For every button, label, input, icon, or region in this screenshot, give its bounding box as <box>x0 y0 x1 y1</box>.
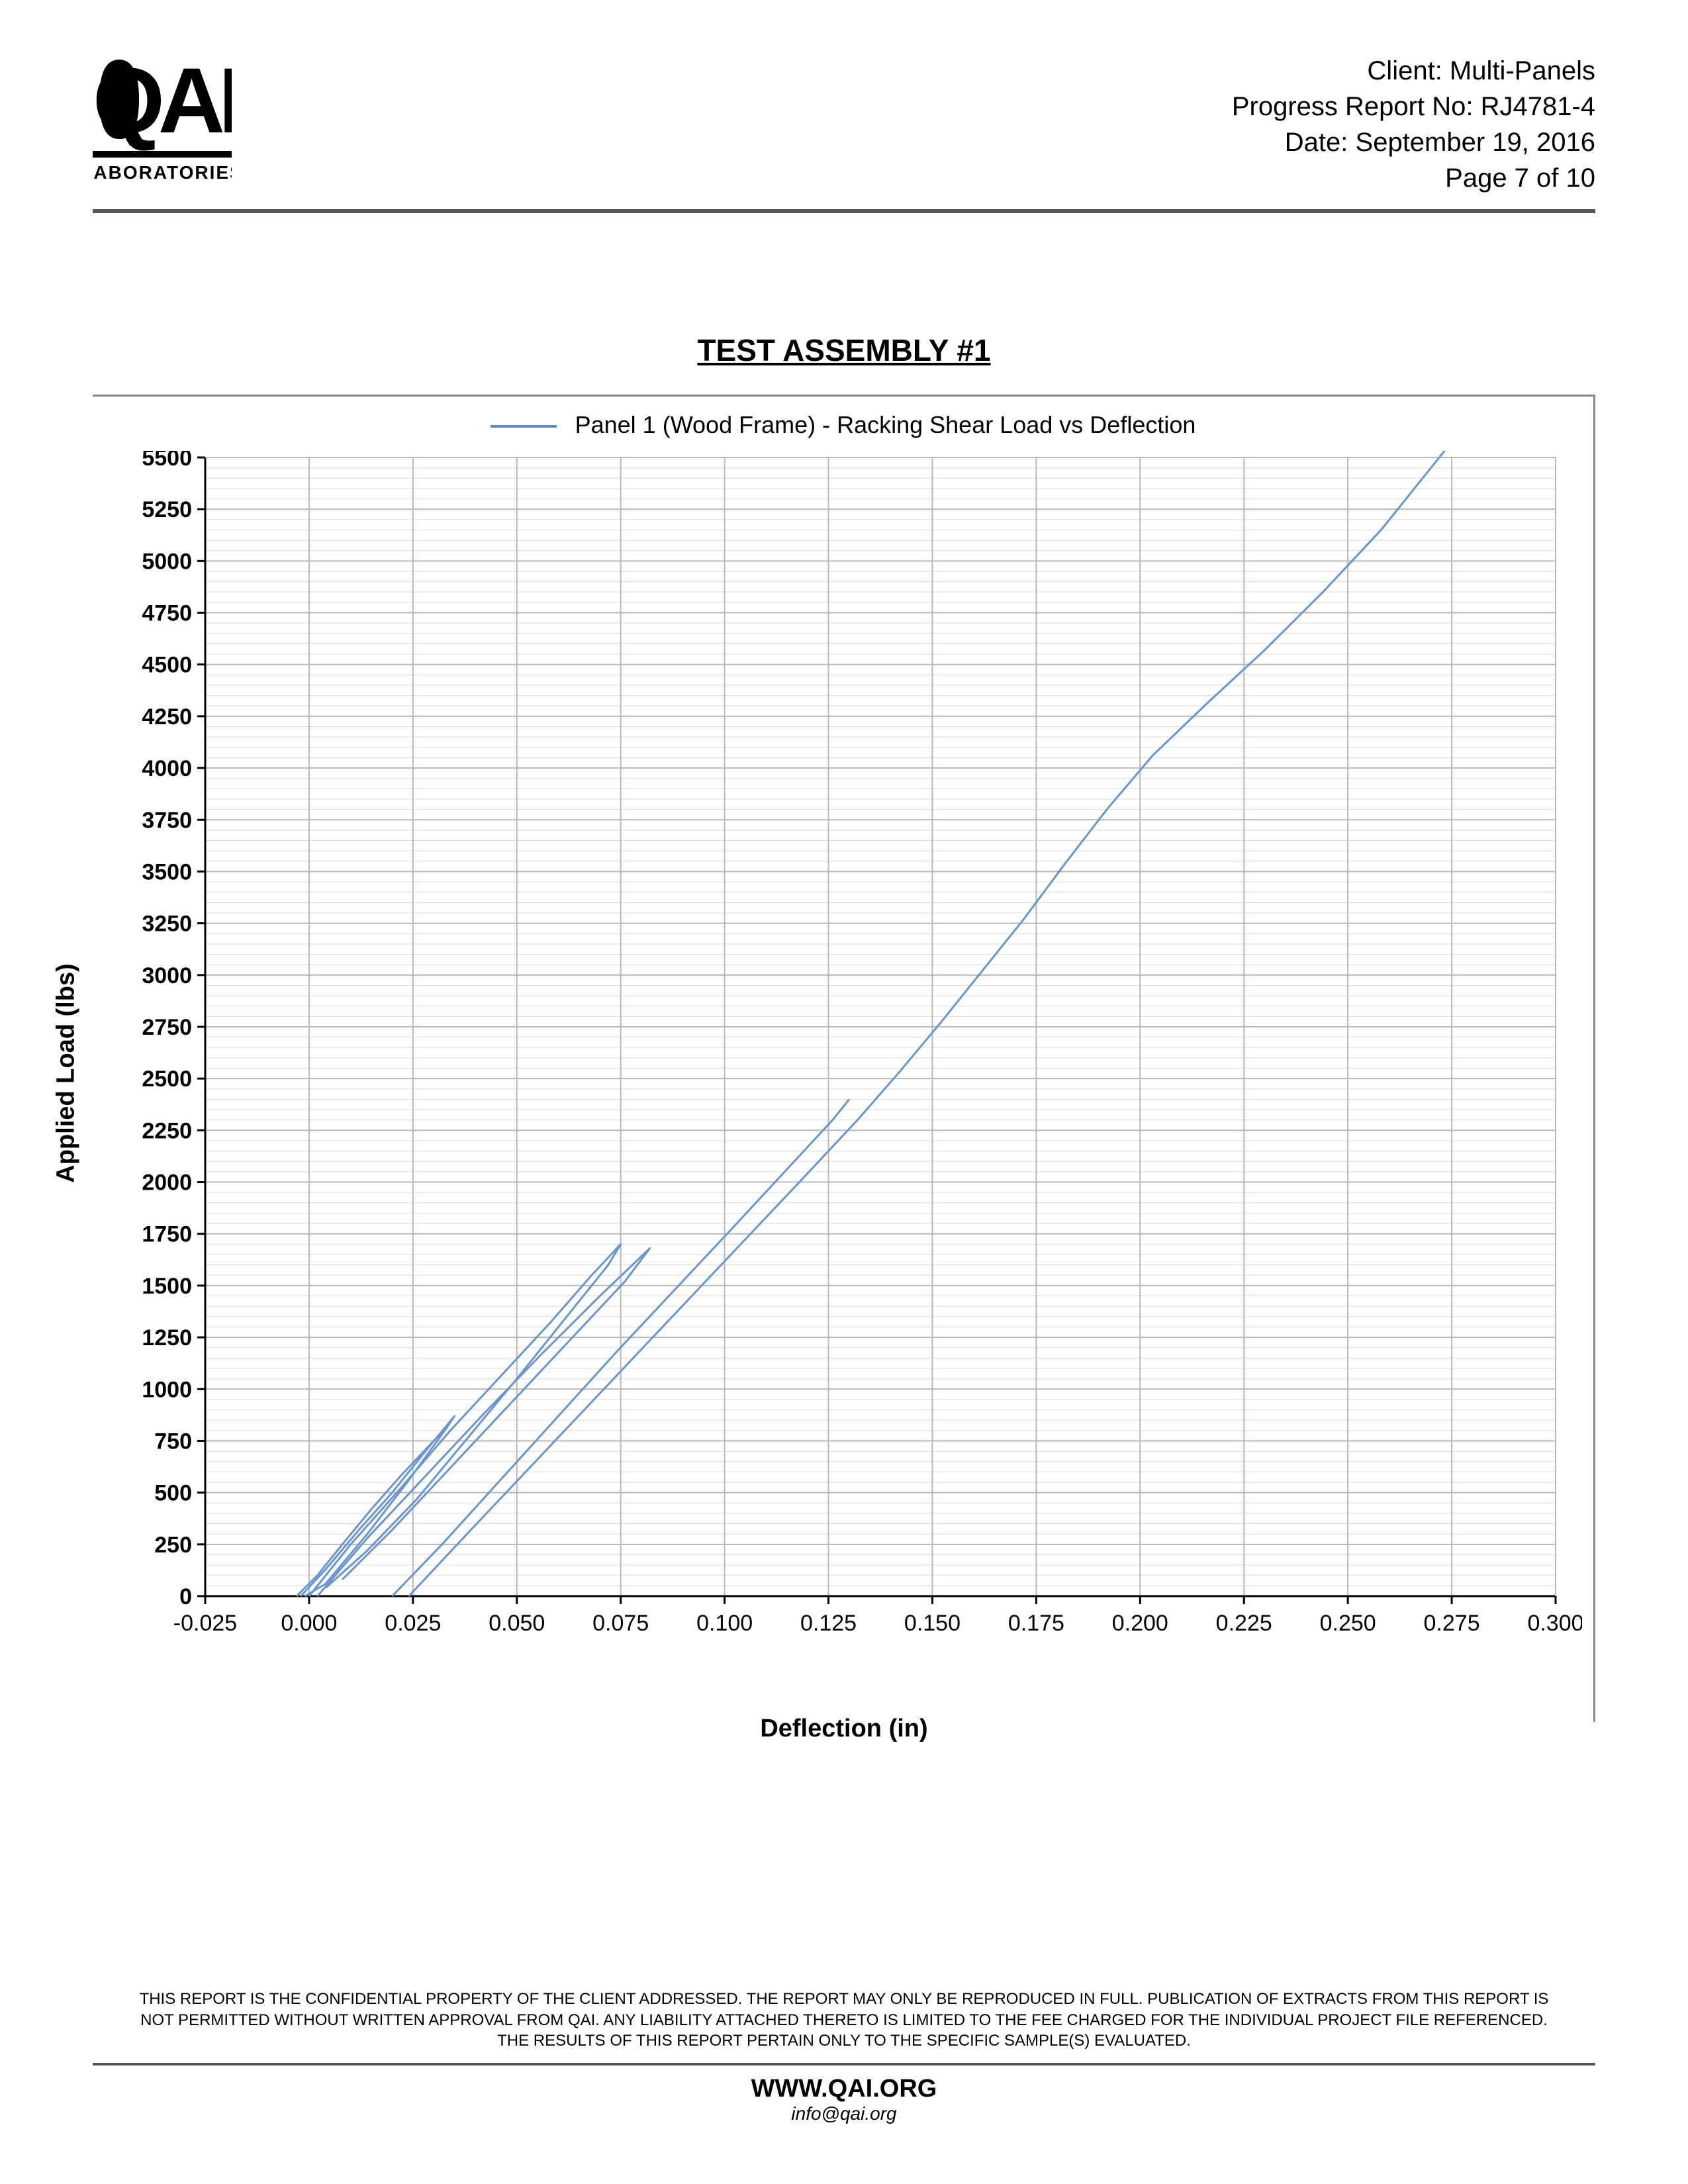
svg-text:0.300: 0.300 <box>1527 1611 1582 1636</box>
footer-divider <box>93 2063 1595 2065</box>
svg-text:QAI: QAI <box>93 53 232 152</box>
footer-email: info@qai.org <box>93 2103 1595 2124</box>
svg-text:1500: 1500 <box>142 1274 192 1299</box>
chart-plot: Applied Load (lbs) 025050075010001250150… <box>106 451 1582 1695</box>
qai-logo-icon: QAI LABORATORIES <box>93 53 232 185</box>
svg-text:0.150: 0.150 <box>904 1611 961 1636</box>
svg-text:4500: 4500 <box>142 653 192 678</box>
svg-text:3000: 3000 <box>142 963 192 988</box>
chart-svg: 0 250 500 750 1000 1250 1500 1750 2000 2250 2500 27… <box>106 451 1582 1695</box>
client-line: Client: Multi-Panels <box>1232 53 1595 89</box>
chart-legend: Panel 1 (Wood Frame) - Racking Shear Loa… <box>106 411 1580 439</box>
page-header: QAI LABORATORIES Client: Multi-Panels Pr… <box>93 53 1595 196</box>
svg-text:0.025: 0.025 <box>385 1611 441 1636</box>
header-divider <box>93 209 1595 213</box>
svg-text:2250: 2250 <box>142 1118 192 1143</box>
svg-text:0.225: 0.225 <box>1216 1611 1272 1636</box>
legend-label: Panel 1 (Wood Frame) - Racking Shear Loa… <box>575 411 1196 438</box>
footer-url: WWW.QAI.ORG <box>93 2075 1595 2103</box>
svg-text:3750: 3750 <box>142 808 192 833</box>
x-axis-title: Deflection (in) <box>106 1715 1582 1743</box>
svg-text:4750: 4750 <box>142 601 192 626</box>
svg-text:1250: 1250 <box>142 1325 192 1351</box>
header-info: Client: Multi-Panels Progress Report No:… <box>1232 53 1595 196</box>
svg-text:4000: 4000 <box>142 756 192 781</box>
page-line: Page 7 of 10 <box>1232 160 1595 196</box>
svg-text:0.175: 0.175 <box>1008 1611 1064 1636</box>
svg-text:-0.025: -0.025 <box>173 1611 237 1636</box>
svg-text:0.275: 0.275 <box>1424 1611 1480 1636</box>
svg-text:0.075: 0.075 <box>592 1611 649 1636</box>
logo-subtext: LABORATORIES <box>93 162 232 183</box>
y-axis-title: Applied Load (lbs) <box>52 963 81 1182</box>
svg-text:2750: 2750 <box>142 1015 192 1040</box>
svg-text:0.250: 0.250 <box>1320 1611 1376 1636</box>
svg-text:4250: 4250 <box>142 704 192 730</box>
svg-text:0.050: 0.050 <box>489 1611 545 1636</box>
chart-container: Panel 1 (Wood Frame) - Racking Shear Loa… <box>93 395 1595 1722</box>
page-footer: THIS REPORT IS THE CONFIDENTIAL PROPERTY… <box>93 1989 1595 2124</box>
svg-text:5000: 5000 <box>142 549 192 574</box>
svg-text:0.100: 0.100 <box>696 1611 753 1636</box>
disclaimer-text: THIS REPORT IS THE CONFIDENTIAL PROPERTY… <box>93 1989 1595 2051</box>
report-no-line: Progress Report No: RJ4781-4 <box>1232 89 1595 124</box>
svg-text:3250: 3250 <box>142 912 192 937</box>
svg-text:3500: 3500 <box>142 859 192 884</box>
svg-text:0.200: 0.200 <box>1112 1611 1168 1636</box>
svg-text:1750: 1750 <box>142 1222 192 1247</box>
svg-text:250: 250 <box>154 1533 192 1558</box>
svg-text:0: 0 <box>179 1584 192 1609</box>
svg-text:1000: 1000 <box>142 1377 192 1402</box>
date-line: Date: September 19, 2016 <box>1232 124 1595 160</box>
logo: QAI LABORATORIES <box>93 53 232 185</box>
svg-text:0.125: 0.125 <box>800 1611 857 1636</box>
svg-text:750: 750 <box>154 1429 192 1454</box>
legend-swatch-icon <box>491 425 557 428</box>
svg-text:5500: 5500 <box>142 451 192 471</box>
section-title: TEST ASSEMBLY #1 <box>93 332 1595 368</box>
svg-text:5250: 5250 <box>142 497 192 522</box>
svg-text:2000: 2000 <box>142 1170 192 1196</box>
svg-text:2500: 2500 <box>142 1067 192 1092</box>
svg-text:500: 500 <box>154 1481 192 1506</box>
svg-text:0.000: 0.000 <box>281 1611 337 1636</box>
